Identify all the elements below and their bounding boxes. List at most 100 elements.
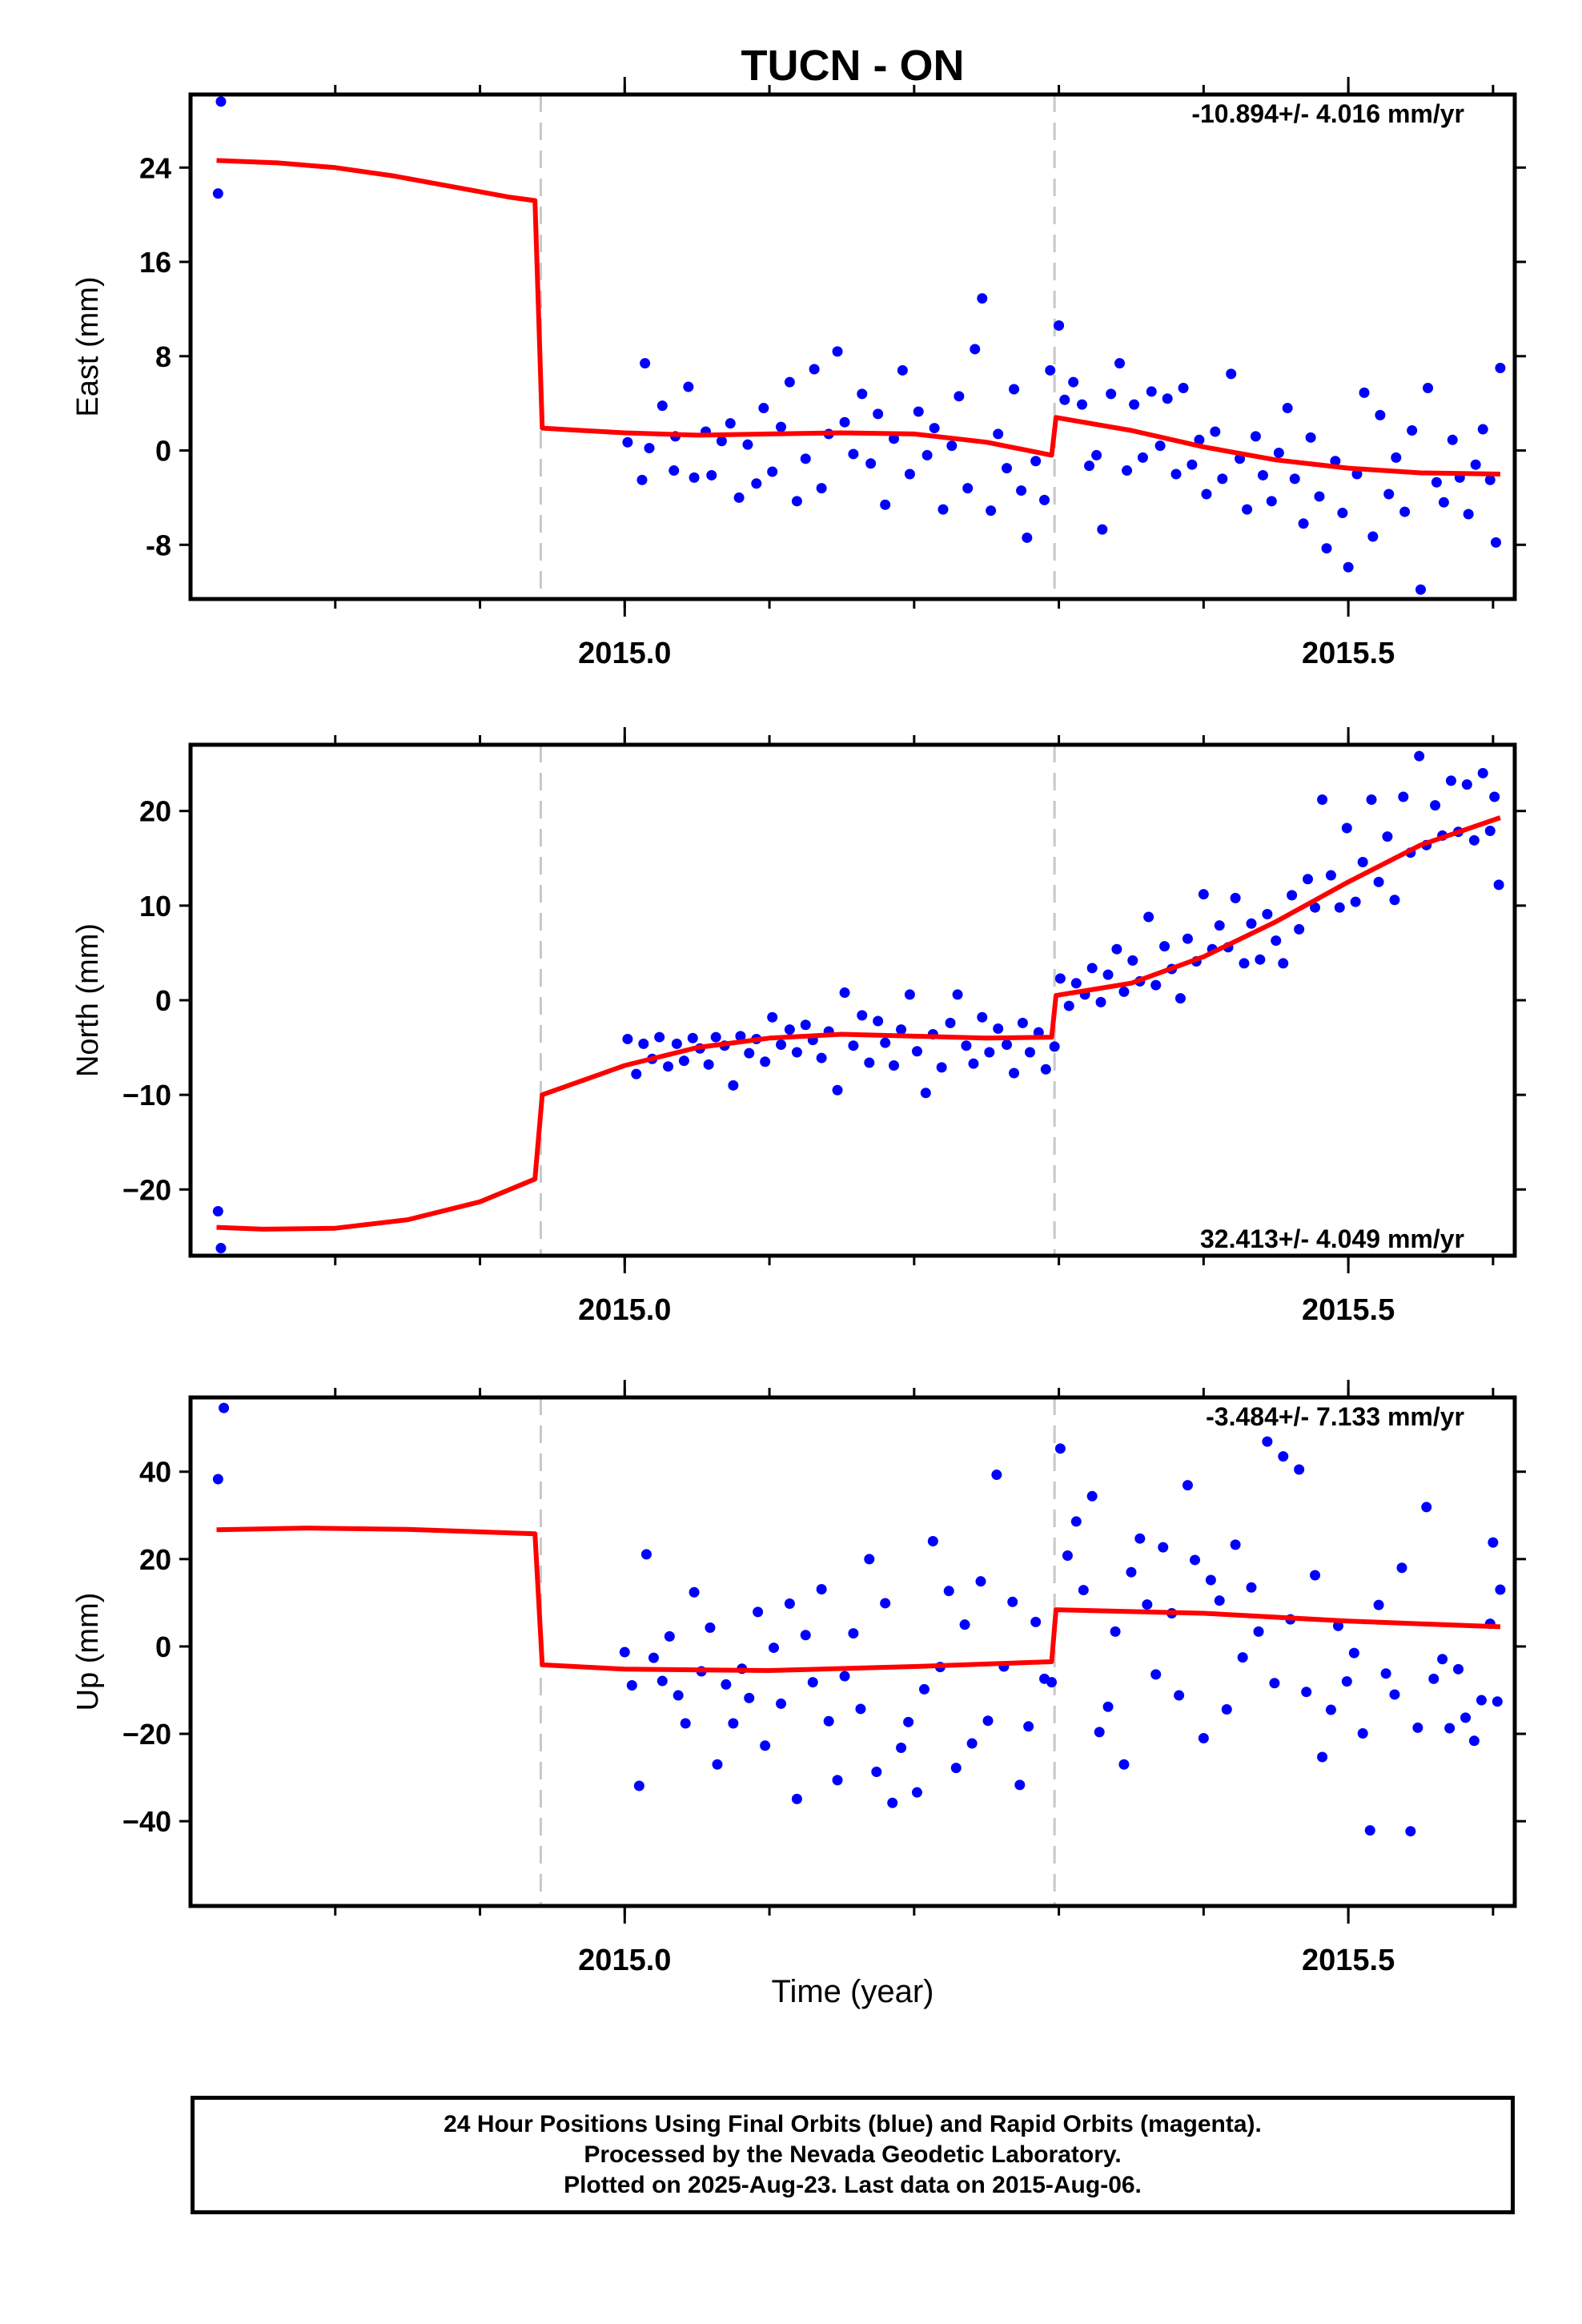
data-point (896, 1024, 907, 1035)
data-point (1118, 986, 1130, 997)
data-point (880, 1598, 891, 1609)
data-point (1150, 1669, 1162, 1680)
data-point (1470, 459, 1481, 470)
data-point (1317, 1751, 1328, 1763)
y-tick-label: 16 (139, 246, 171, 279)
data-point (1364, 1825, 1375, 1836)
model-line (216, 158, 1500, 476)
data-point (626, 1680, 637, 1691)
data-point (683, 381, 694, 392)
data-point (873, 408, 884, 420)
data-point (1334, 902, 1345, 913)
y-tick-label: 10 (139, 890, 171, 923)
data-point (1198, 889, 1209, 900)
data-point (929, 423, 940, 434)
data-point (1246, 918, 1257, 929)
data-point (1301, 1687, 1312, 1698)
data-point (721, 1679, 732, 1690)
data-point (1023, 1721, 1034, 1732)
data-point (1357, 857, 1368, 868)
data-point (1186, 459, 1198, 470)
y-tick-label: 8 (155, 340, 171, 373)
data-point (1230, 1539, 1241, 1550)
data-point (1468, 1735, 1480, 1747)
data-point (1382, 831, 1393, 842)
data-point (644, 443, 655, 454)
chart-title: TUCN - ON (741, 42, 965, 90)
footer-box: 24 Hour Positions Using Final Orbits (bl… (191, 2096, 1515, 2214)
data-point (1444, 1723, 1456, 1734)
data-point (975, 1576, 986, 1587)
data-point (1463, 509, 1474, 520)
data-point (904, 468, 915, 480)
data-point (807, 1677, 818, 1688)
data-point (1460, 1712, 1472, 1723)
data-point (1045, 364, 1056, 376)
data-point (1022, 532, 1033, 543)
data-point (212, 1205, 223, 1216)
y-tick-label: 24 (139, 151, 171, 184)
data-point (1221, 1704, 1232, 1715)
data-point (832, 1775, 843, 1786)
data-point (654, 1031, 665, 1043)
data-point (993, 428, 1004, 440)
data-point (880, 499, 891, 510)
data-point (1239, 958, 1250, 969)
x-tick-label: 2015.5 (1302, 1293, 1395, 1327)
data-point (705, 1622, 716, 1633)
data-point (664, 1630, 675, 1642)
data-point (1437, 1654, 1448, 1665)
data-point (1414, 750, 1425, 762)
data-point (887, 1797, 898, 1808)
data-point (839, 987, 850, 999)
data-point (1337, 508, 1348, 519)
data-point (1310, 1570, 1321, 1581)
data-point (767, 466, 778, 477)
data-point (1273, 447, 1284, 458)
data-point (904, 989, 915, 1000)
data-point (753, 1606, 764, 1618)
data-point (911, 1046, 922, 1057)
data-point (1190, 1554, 1201, 1566)
data-point (1484, 474, 1496, 485)
y-tick-label: 0 (155, 435, 171, 468)
data-point (918, 1683, 930, 1695)
data-point (1262, 908, 1273, 919)
data-point (1341, 822, 1352, 834)
data-point (848, 448, 859, 460)
data-point (1201, 489, 1212, 500)
data-point (1495, 1584, 1506, 1595)
data-point (1174, 993, 1186, 1004)
data-point (809, 364, 820, 375)
data-point (977, 293, 988, 304)
data-point (638, 1038, 649, 1049)
footer-line-1: 24 Hour Positions Using Final Orbits (bl… (444, 2111, 1262, 2137)
data-point (1114, 358, 1126, 369)
data-point (945, 1017, 956, 1028)
data-point (1415, 584, 1427, 595)
data-point (1086, 1490, 1098, 1502)
data-point (1146, 386, 1157, 397)
data-point (839, 1671, 850, 1682)
data-point (776, 421, 787, 432)
data-point (865, 458, 877, 469)
plot-frame (188, 742, 1517, 1258)
panel-north: −20 −10 0 10 20 2015.0 2015.5 North (mm) 32.413+… (71, 727, 1526, 1327)
data-point (784, 1024, 795, 1035)
data-point (1430, 800, 1441, 811)
data-point (215, 1243, 227, 1254)
data-point (1399, 506, 1411, 517)
data-point (669, 465, 680, 476)
data-point (1253, 1626, 1264, 1637)
data-point (1226, 368, 1237, 380)
data-point (1332, 1620, 1343, 1631)
data-point (744, 1047, 755, 1059)
data-point (1009, 384, 1020, 395)
data-point (656, 1675, 668, 1687)
data-point (1126, 1566, 1137, 1578)
data-point (1266, 496, 1277, 507)
data-point (857, 388, 868, 400)
data-point (751, 478, 762, 489)
data-point (1351, 468, 1363, 480)
data-point (1495, 362, 1506, 373)
